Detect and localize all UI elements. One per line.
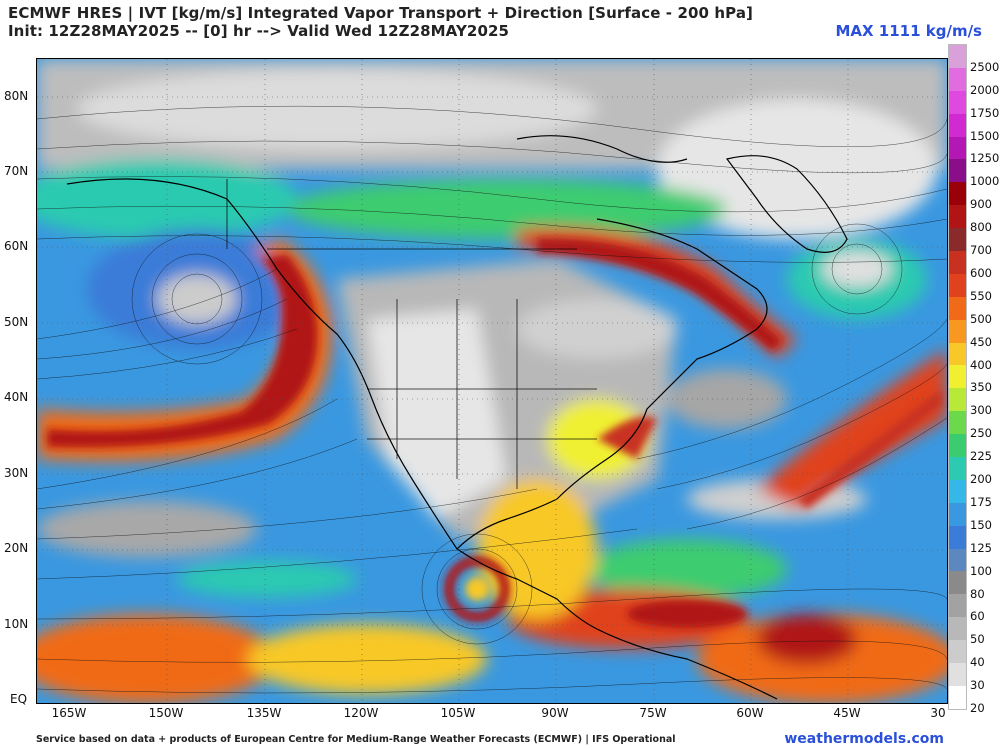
- borders: [226, 179, 597, 489]
- colorbar-swatch: [949, 251, 966, 274]
- colorbar-swatch: [949, 685, 966, 709]
- map-title: ECMWF HRES | IVT [kg/m/s] Integrated Vap…: [8, 4, 754, 22]
- colorbar-swatch: [949, 45, 966, 68]
- colorbar-swatch: [949, 228, 966, 252]
- lon-label: 45W: [833, 706, 861, 720]
- lat-label: EQ: [10, 692, 28, 706]
- lon-label: 75W: [639, 706, 667, 720]
- lon-label: 60W: [736, 706, 764, 720]
- colorbar-swatch: [949, 159, 966, 183]
- colorbar-level-label: 400: [970, 357, 992, 372]
- streamlines: [37, 105, 947, 694]
- site-link[interactable]: weathermodels.com: [784, 731, 944, 747]
- lon-label: 165W: [51, 706, 87, 720]
- colorbar-level-label: 2000: [970, 82, 1000, 97]
- ivt-map-canvas: [37, 59, 947, 703]
- ivt-map: [36, 58, 948, 704]
- colorbar-level-label: 1000: [970, 174, 1000, 189]
- colorbar-level-label: 900: [970, 197, 992, 212]
- colorbar-level-label: 150: [970, 517, 992, 532]
- colorbar-level-label: 1250: [970, 151, 1000, 166]
- colorbar-swatch: [949, 342, 966, 366]
- colorbar-swatch: [949, 548, 966, 572]
- lon-label: 105W: [440, 706, 476, 720]
- colorbar-level-label: 2500: [970, 59, 1000, 74]
- colorbar-level-label: 450: [970, 334, 992, 349]
- lat-label: 60N: [4, 239, 29, 253]
- colorbar-level-label: 225: [970, 449, 992, 464]
- lon-label: 150W: [148, 706, 184, 720]
- colorbar-swatch: [949, 273, 966, 297]
- colorbar-level-label: 200: [970, 472, 992, 487]
- graticule: [37, 59, 947, 703]
- colorbar-swatch: [949, 319, 966, 343]
- lat-label: 40N: [4, 390, 29, 404]
- colorbar-swatch: [949, 296, 966, 320]
- colorbar-level-label: 1750: [970, 105, 1000, 120]
- colorbar-level-label: 175: [970, 494, 992, 509]
- colorbar-level-label: 350: [970, 380, 992, 395]
- colorbar-level-label: 800: [970, 220, 992, 235]
- colorbar-level-label: 500: [970, 311, 992, 326]
- map-subtitle: Init: 12Z28MAY2025 -- [0] hr --> Valid W…: [8, 22, 510, 40]
- colorbar-swatch: [949, 90, 966, 114]
- colorbar-swatch: [949, 594, 966, 618]
- lat-label: 80N: [4, 89, 29, 103]
- colorbar-swatch: [949, 479, 966, 503]
- colorbar-swatch: [949, 182, 966, 206]
- colorbar-swatch: [949, 205, 966, 229]
- colorbar-level-label: 50: [970, 632, 985, 647]
- colorbar-swatch: [949, 571, 966, 595]
- colorbar-swatch: [949, 365, 966, 389]
- lon-label: 135W: [246, 706, 282, 720]
- colorbar-level-label: 40: [970, 655, 985, 670]
- lat-label: 30N: [4, 466, 29, 480]
- colorbar-swatch: [949, 617, 966, 641]
- colorbar-swatch: [949, 525, 966, 549]
- lon-label: 90W: [541, 706, 569, 720]
- colorbar-level-label: 80: [970, 586, 985, 601]
- colorbar-swatch: [949, 113, 966, 137]
- colorbar-level-label: 250: [970, 426, 992, 441]
- lat-label: 50N: [4, 315, 29, 329]
- lon-label: 30: [930, 706, 946, 720]
- coastlines: [66, 135, 848, 700]
- colorbar-level-label: 1500: [970, 128, 1000, 143]
- colorbar-swatch: [949, 67, 966, 91]
- colorbar-swatch: [949, 434, 966, 458]
- max-value-label: MAX 1111 kg/m/s: [835, 22, 982, 40]
- colorbar-level-label: 125: [970, 540, 992, 555]
- colorbar-level-label: 700: [970, 243, 992, 258]
- colorbar-level-label: 30: [970, 678, 985, 693]
- colorbar-swatch: [949, 640, 966, 664]
- colorbar-level-label: 600: [970, 265, 992, 280]
- footer-credit: Service based on data + products of Euro…: [36, 734, 676, 745]
- colorbar-level-label: 20: [970, 701, 985, 715]
- colorbar-swatch: [949, 502, 966, 526]
- colorbar-swatch: [949, 136, 966, 160]
- colorbar-swatch: [949, 663, 966, 686]
- lon-label: 120W: [343, 706, 379, 720]
- colorbar-swatch: [949, 411, 966, 435]
- lat-label: 10N: [4, 617, 29, 631]
- colorbar-level-label: 300: [970, 403, 992, 418]
- colorbar-swatch: [949, 388, 966, 412]
- colorbar-level-label: 100: [970, 563, 992, 578]
- colorbar-level-label: 550: [970, 288, 992, 303]
- colorbar-level-label: 60: [970, 609, 985, 624]
- colorbar: [948, 44, 967, 710]
- colorbar-swatch: [949, 457, 966, 480]
- lat-label: 20N: [4, 541, 29, 555]
- lat-label: 70N: [4, 164, 29, 178]
